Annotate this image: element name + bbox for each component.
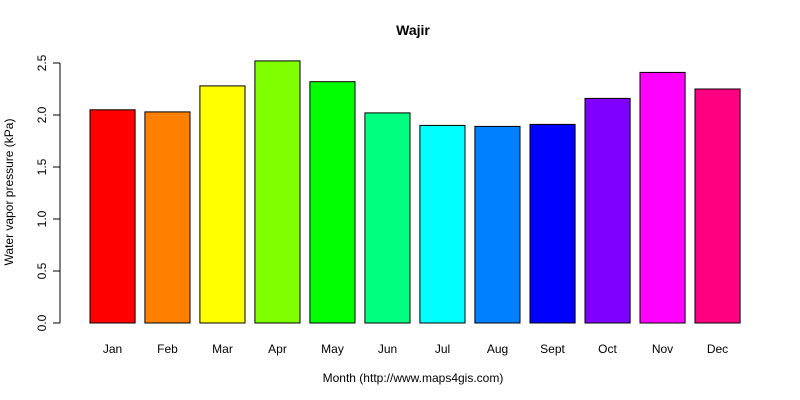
y-tick-label: 1.5 — [35, 158, 49, 175]
x-tick-label: Jan — [103, 342, 122, 356]
bar-may — [309, 81, 356, 324]
y-axis: 0.0 0.5 1.0 1.5 2.0 2.5 — [35, 54, 61, 331]
x-tick-label: Jun — [378, 342, 397, 356]
bar-jan — [89, 109, 136, 324]
x-tick-label: Sept — [540, 342, 565, 356]
y-tick-label: 0.5 — [35, 262, 49, 279]
y-tick-label: 1.0 — [35, 210, 49, 227]
bar-oct — [584, 97, 631, 324]
y-axis-label: Water vapor pressure (kPa) — [2, 119, 16, 266]
bar-sept — [529, 123, 576, 324]
x-tick-labels: Jan Feb Mar Apr May Jun Jul Aug Sept Oct Nov Dec — [103, 342, 728, 356]
x-tick-label: Nov — [652, 342, 673, 356]
bar-jul — [419, 124, 466, 324]
bar-nov — [639, 71, 686, 324]
bar-mar — [199, 85, 246, 324]
chart-title: Wajir — [396, 22, 430, 38]
bar-jun — [364, 112, 411, 324]
x-tick-label: Aug — [487, 342, 508, 356]
bar-feb — [144, 111, 191, 324]
x-tick-label: Dec — [707, 342, 728, 356]
y-tick-label: 2.0 — [35, 106, 49, 123]
bars-group — [89, 60, 741, 324]
x-tick-label: Apr — [268, 342, 287, 356]
x-axis-label: Month (http://www.maps4gis.com) — [323, 371, 504, 385]
x-tick-label: Oct — [598, 342, 617, 356]
bar-apr — [254, 60, 301, 324]
x-tick-label: Feb — [157, 342, 178, 356]
y-tick-label: 0.0 — [35, 314, 49, 331]
x-tick-label: Mar — [212, 342, 233, 356]
y-tick-label: 2.5 — [35, 54, 49, 71]
x-tick-label: May — [321, 342, 344, 356]
x-tick-label: Jul — [435, 342, 450, 356]
bar-aug — [474, 125, 521, 324]
bar-dec — [694, 88, 741, 324]
